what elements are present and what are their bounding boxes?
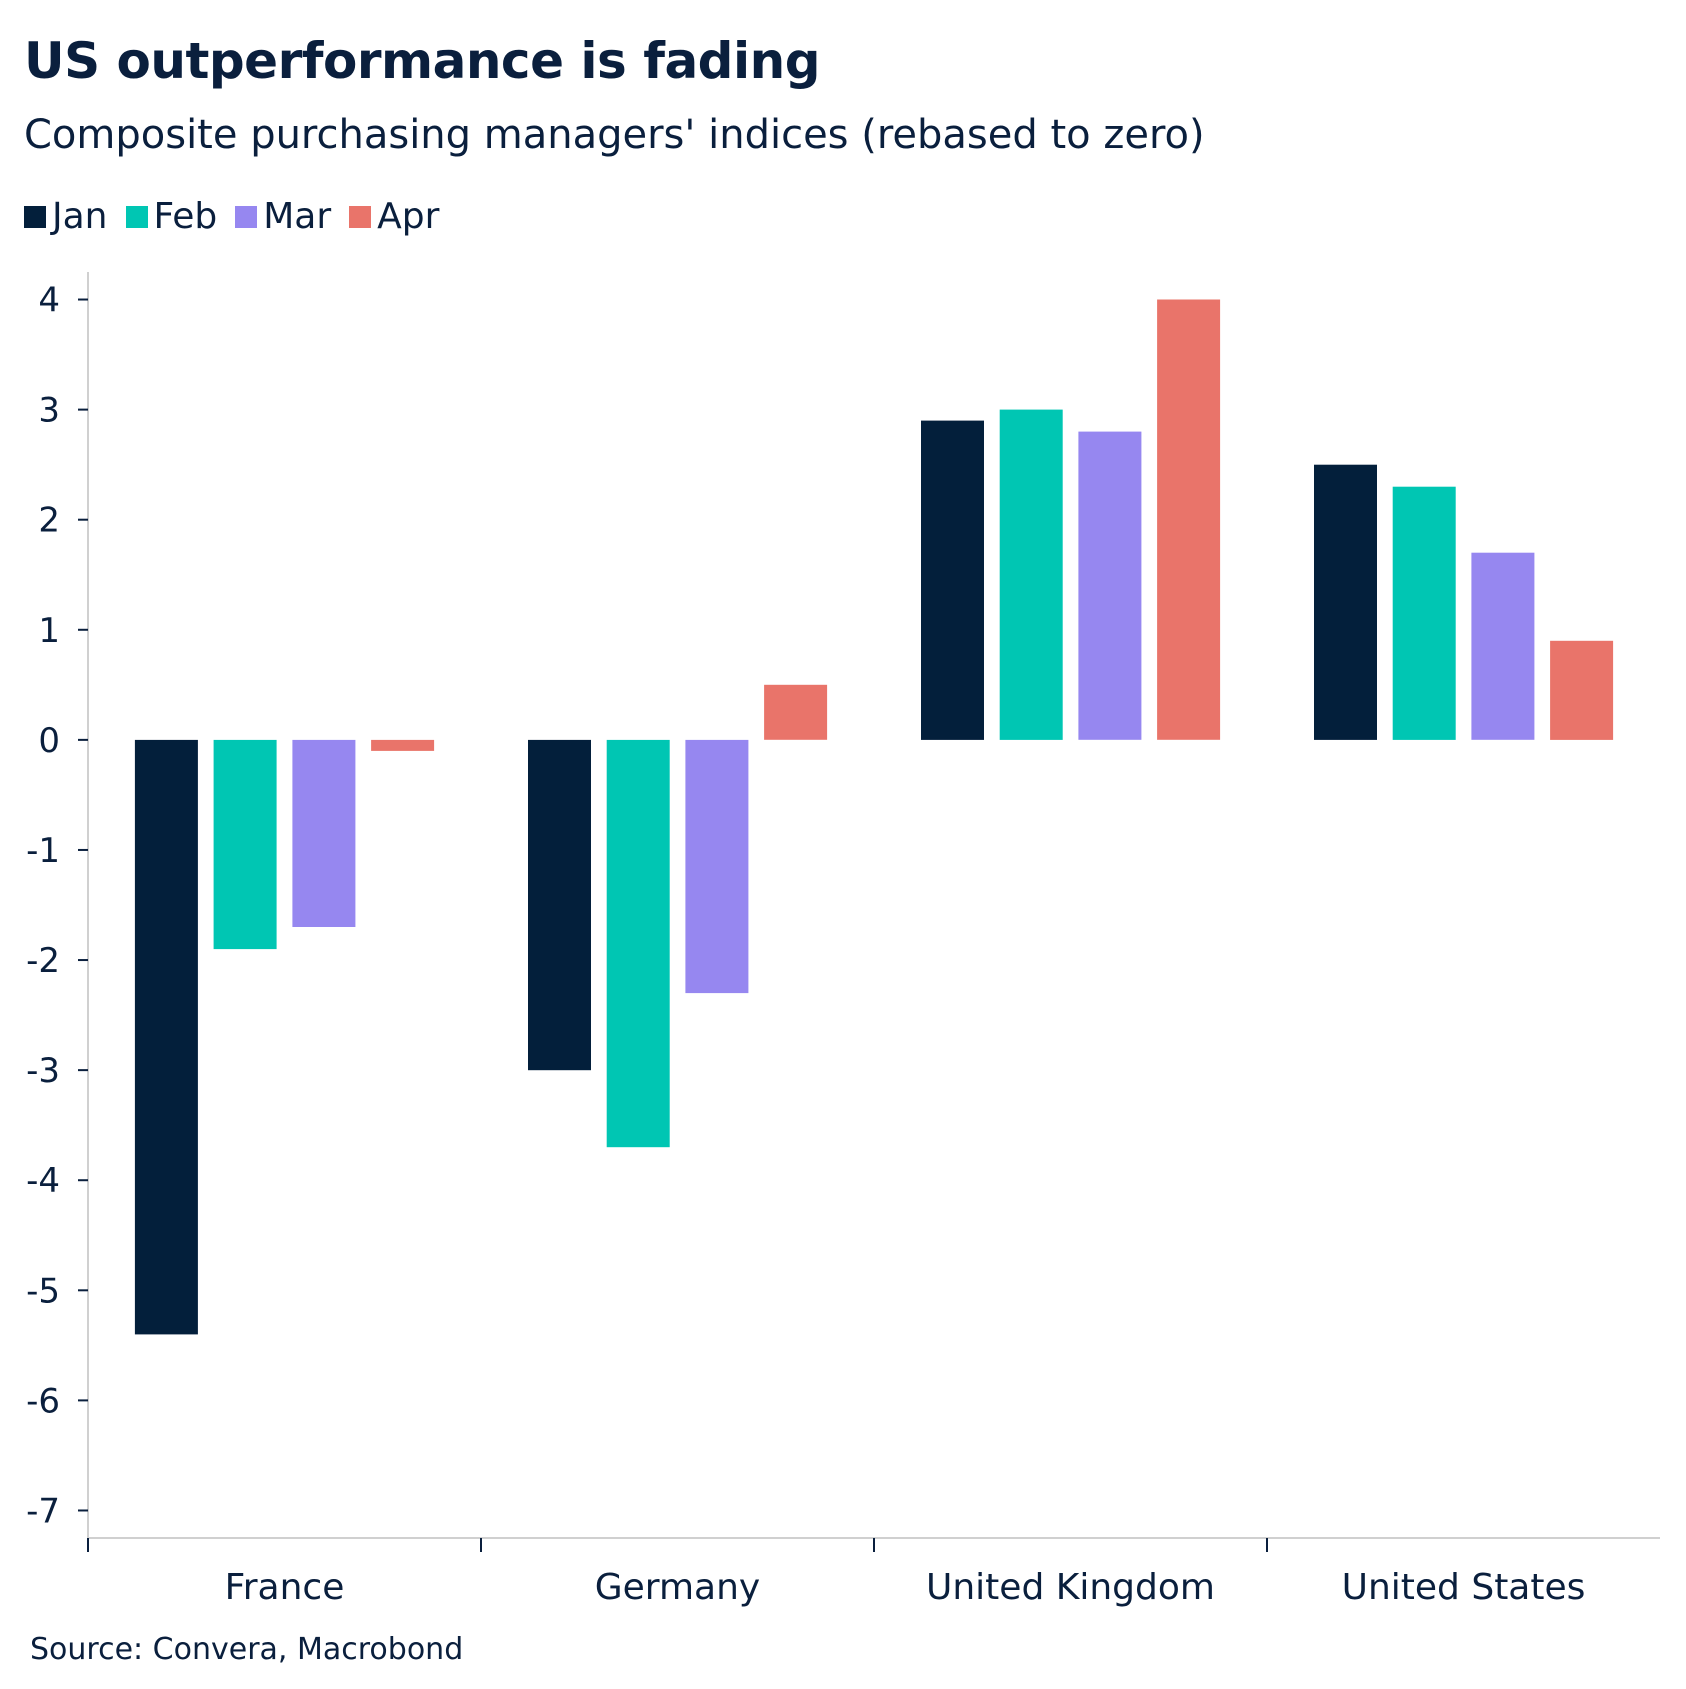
x-tick-label: Germany — [595, 1567, 760, 1608]
x-tick-label: United Kingdom — [926, 1567, 1215, 1608]
bar-jan-united-kingdom — [921, 420, 984, 740]
bar-mar-france — [292, 739, 356, 927]
chart-subtitle: Composite purchasing managers' indices (… — [24, 112, 1205, 158]
bar-feb-france — [213, 739, 277, 950]
y-tick-label: -1 — [26, 831, 60, 871]
y-tick-label: 3 — [38, 391, 60, 431]
legend-label-apr: Apr — [377, 196, 440, 237]
bars-group — [134, 299, 1614, 1335]
source-note: Source: Convera, Macrobond — [30, 1632, 464, 1667]
legend-item-apr: Apr — [349, 196, 439, 237]
bar-jan-germany — [528, 739, 591, 1071]
legend-swatch-apr — [349, 205, 372, 228]
legend-label-feb: Feb — [153, 196, 218, 237]
legend: Jan Feb Mar Apr — [24, 196, 457, 237]
bar-feb-united-states — [1392, 486, 1456, 740]
y-tick-label: 0 — [38, 721, 60, 761]
bar-mar-united-kingdom — [1078, 431, 1142, 740]
x-axis: France Germany United Kingdom United States — [87, 1537, 1660, 1608]
bar-feb-united-kingdom — [999, 409, 1063, 740]
legend-item-mar: Mar — [235, 196, 331, 237]
legend-item-jan: Jan — [24, 196, 108, 237]
x-tick-label: France — [225, 1567, 345, 1608]
y-tick-label: 2 — [38, 501, 60, 541]
bar-jan-united-states — [1314, 464, 1377, 740]
bar-mar-germany — [685, 739, 749, 994]
y-tick-label: -2 — [26, 941, 60, 981]
legend-swatch-mar — [235, 205, 258, 228]
legend-item-feb: Feb — [125, 196, 218, 237]
chart-title: US outperformance is fading — [24, 32, 821, 90]
y-tick-label: 1 — [38, 611, 60, 651]
bar-jan-france — [134, 739, 198, 1335]
y-tick-label: -3 — [26, 1051, 60, 1091]
bar-apr-france — [371, 739, 435, 751]
bar-feb-germany — [606, 739, 670, 1148]
y-tick-label: -5 — [26, 1271, 60, 1311]
legend-label-mar: Mar — [263, 196, 332, 237]
y-tick-label: -7 — [26, 1491, 60, 1531]
bar-apr-united-states — [1550, 640, 1614, 740]
y-tick-label: -4 — [26, 1161, 60, 1201]
legend-swatch-feb — [125, 205, 148, 228]
bar-mar-united-states — [1471, 552, 1535, 740]
y-tick-label: -6 — [26, 1381, 60, 1421]
y-tick-label: 4 — [38, 281, 60, 321]
y-axis: 4 3 2 1 0 -1 -2 -3 -4 -5 -6 -7 — [26, 272, 89, 1538]
bar-apr-united-kingdom — [1157, 299, 1221, 740]
bar-apr-germany — [764, 684, 828, 740]
legend-swatch-jan — [24, 205, 46, 228]
x-tick-label: United States — [1342, 1567, 1586, 1608]
legend-label-jan: Jan — [52, 196, 108, 237]
